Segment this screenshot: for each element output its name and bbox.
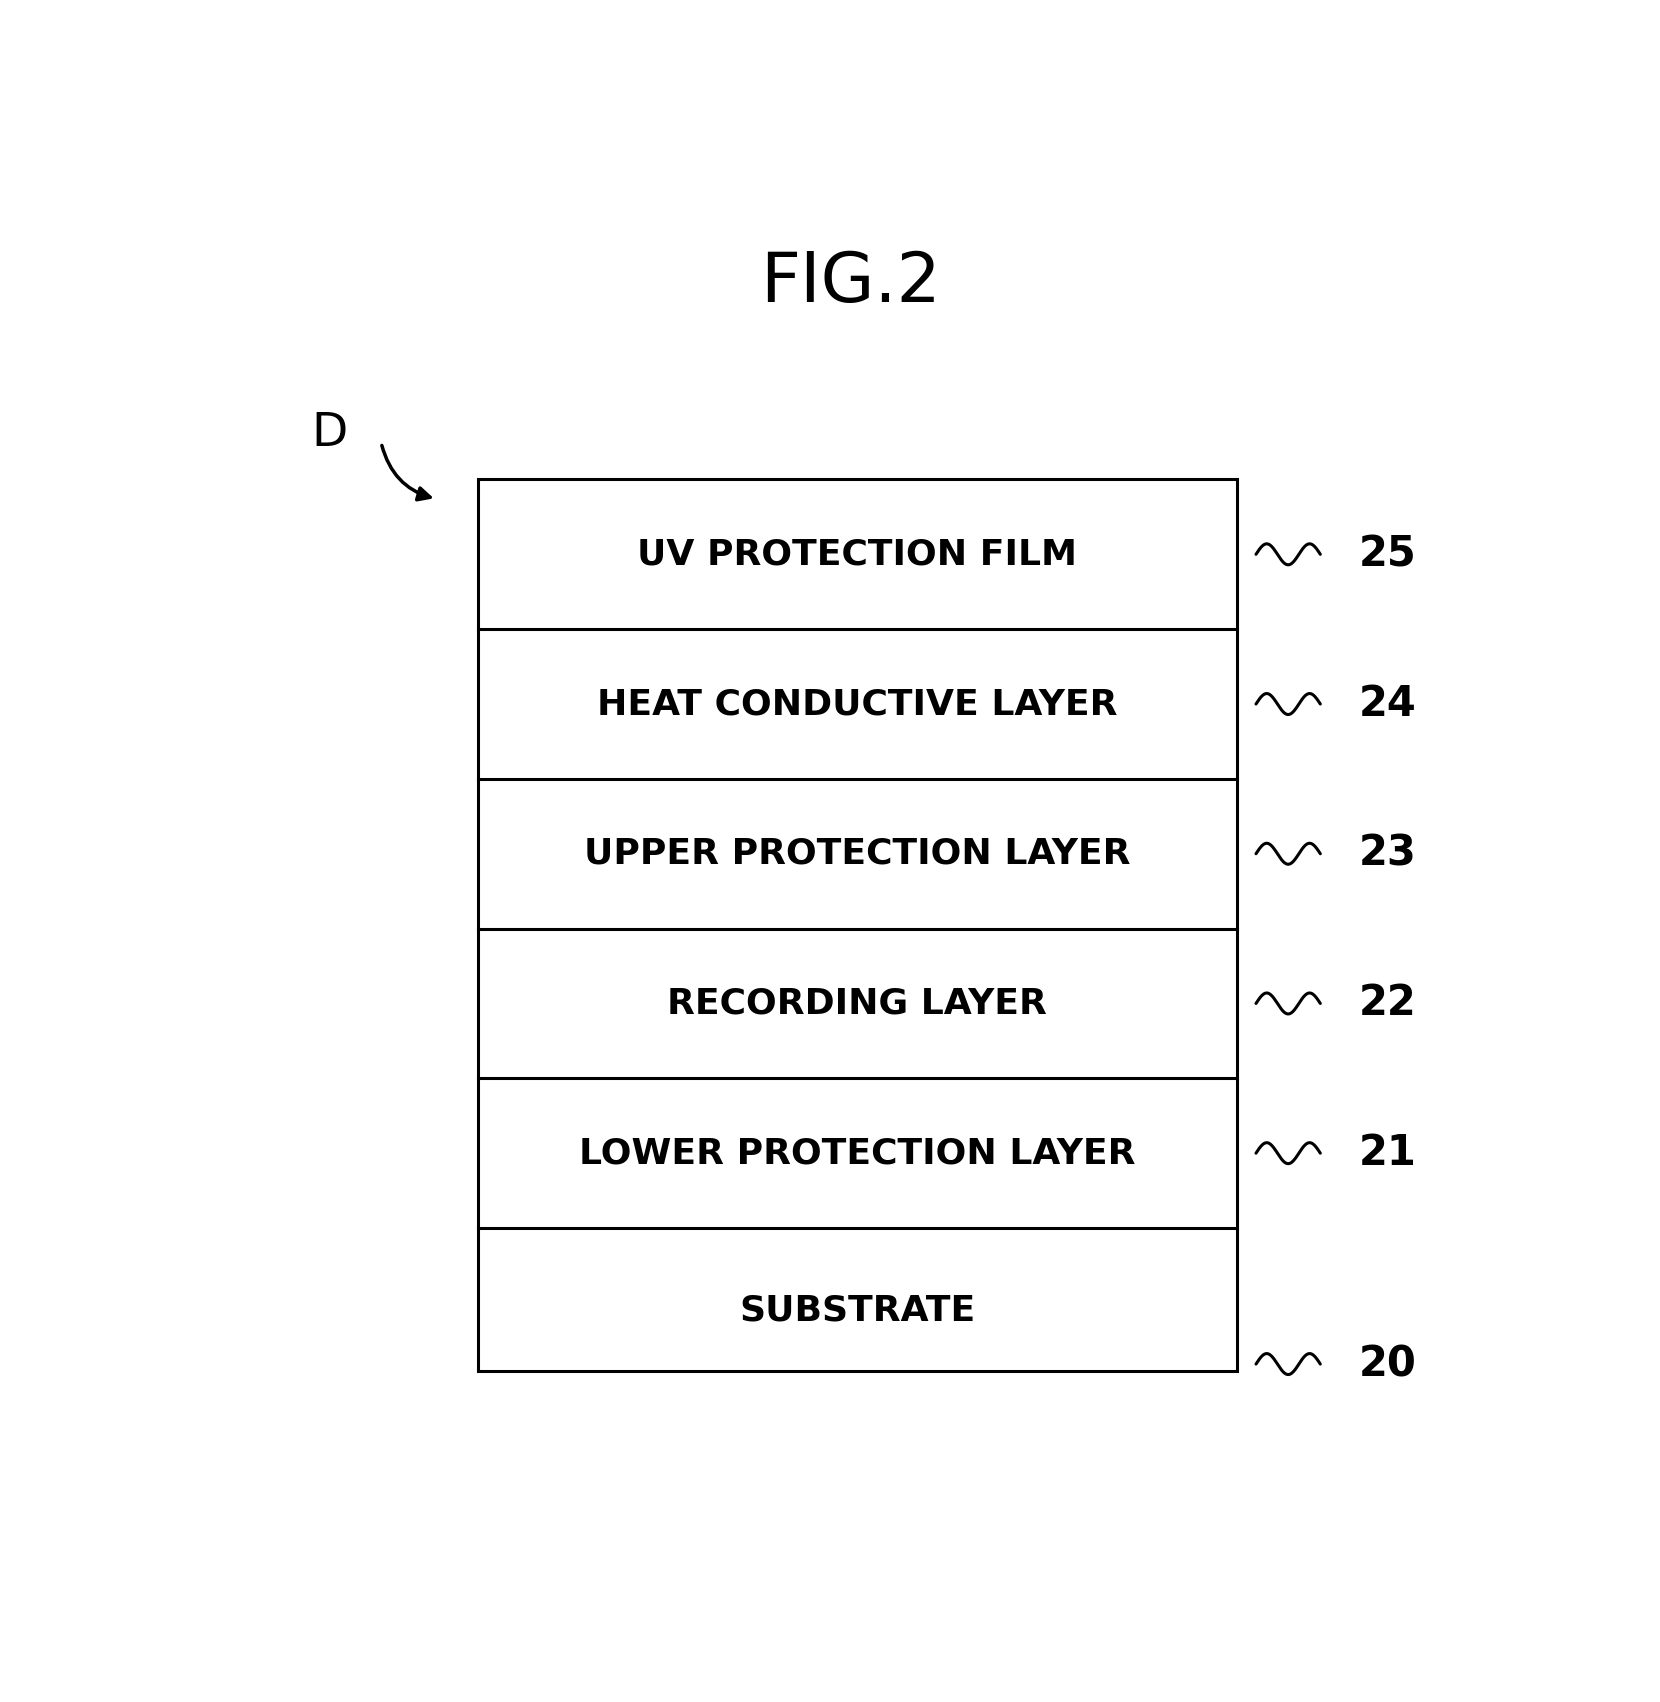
Text: HEAT CONDUCTIVE LAYER: HEAT CONDUCTIVE LAYER	[598, 688, 1117, 722]
Text: FIG.2: FIG.2	[760, 250, 941, 317]
Text: RECORDING LAYER: RECORDING LAYER	[667, 987, 1047, 1021]
Text: 20: 20	[1360, 1343, 1416, 1385]
Text: 23: 23	[1360, 832, 1416, 875]
Text: UPPER PROTECTION LAYER: UPPER PROTECTION LAYER	[584, 837, 1130, 871]
Text: 24: 24	[1360, 683, 1416, 725]
Text: 21: 21	[1360, 1132, 1416, 1174]
Text: UV PROTECTION FILM: UV PROTECTION FILM	[637, 538, 1077, 572]
Text: SUBSTRATE: SUBSTRATE	[739, 1294, 976, 1328]
Text: 22: 22	[1360, 982, 1416, 1025]
Text: 25: 25	[1360, 533, 1416, 575]
Text: D: D	[312, 412, 349, 456]
Text: LOWER PROTECTION LAYER: LOWER PROTECTION LAYER	[579, 1137, 1135, 1171]
Bar	[478, 480, 1237, 1370]
